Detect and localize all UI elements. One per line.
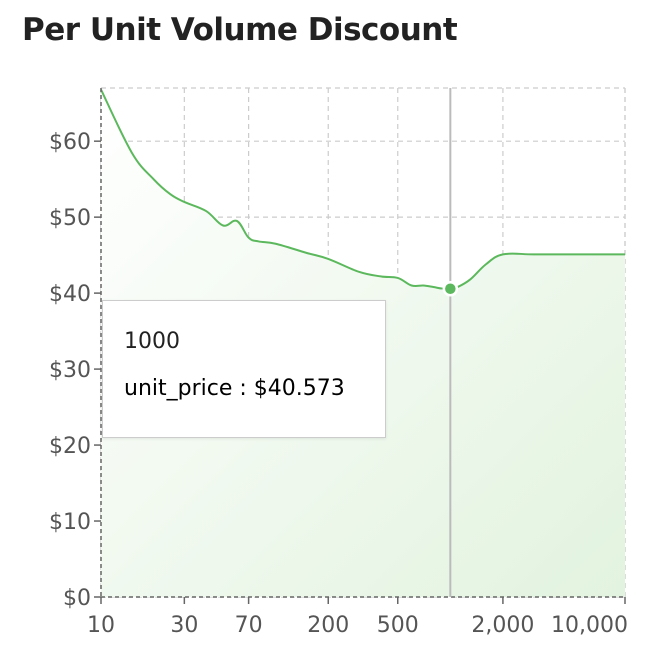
y-tick-label: $30 [49,358,91,383]
x-tick-label: 30 [170,613,198,638]
y-tick-label: $10 [49,510,91,535]
tooltip: 1000 unit_price : $40.573 [102,300,386,438]
x-tick-label: 500 [377,613,419,638]
x-tick-label: 10,000 [551,613,628,638]
x-tick-label: 2,000 [471,613,534,638]
x-tick-label: 200 [307,613,349,638]
x-tick-label: 70 [235,613,263,638]
tooltip-series-value: unit_price : $40.573 [124,376,345,401]
y-tick-label: $20 [49,434,91,459]
y-tick-label: $40 [49,282,91,307]
y-tick-label: $0 [63,586,91,611]
x-tick-label: 10 [87,613,115,638]
y-tick-label: $60 [49,130,91,155]
cursor-point [444,282,457,295]
y-tick-label: $50 [49,206,91,231]
tooltip-x-value: 1000 [124,329,180,354]
